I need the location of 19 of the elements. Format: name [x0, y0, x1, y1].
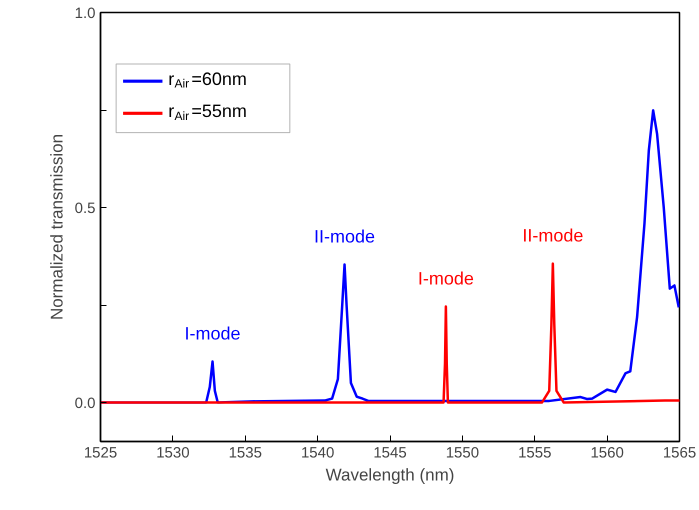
x-tick-label: 1565	[662, 444, 696, 462]
annotation: I-mode	[184, 324, 241, 344]
y-tick-label: 1.0	[74, 5, 96, 22]
x-tick-label: 1560	[590, 444, 624, 462]
annotation: I-mode	[418, 268, 474, 289]
y-tick-label: 0.0	[74, 395, 96, 412]
x-tick-label: 1540	[300, 444, 334, 462]
x-tick-label: 1535	[228, 444, 262, 462]
x-tick-label: 1525	[84, 444, 118, 462]
x-tick-label: 1545	[373, 444, 407, 462]
annotation: II-mode	[522, 226, 584, 246]
x-tick-label: 1530	[156, 444, 190, 462]
x-axis-title: Wavelength (nm)	[326, 466, 454, 484]
y-tick-label: 0.5	[74, 200, 96, 217]
line-series	[100, 262, 680, 404]
y-axis-title: Normalized transmission	[48, 134, 67, 320]
annotation: II-mode	[314, 226, 376, 246]
x-tick-label: 1550	[446, 444, 480, 462]
x-tick-label: 1555	[518, 444, 552, 462]
